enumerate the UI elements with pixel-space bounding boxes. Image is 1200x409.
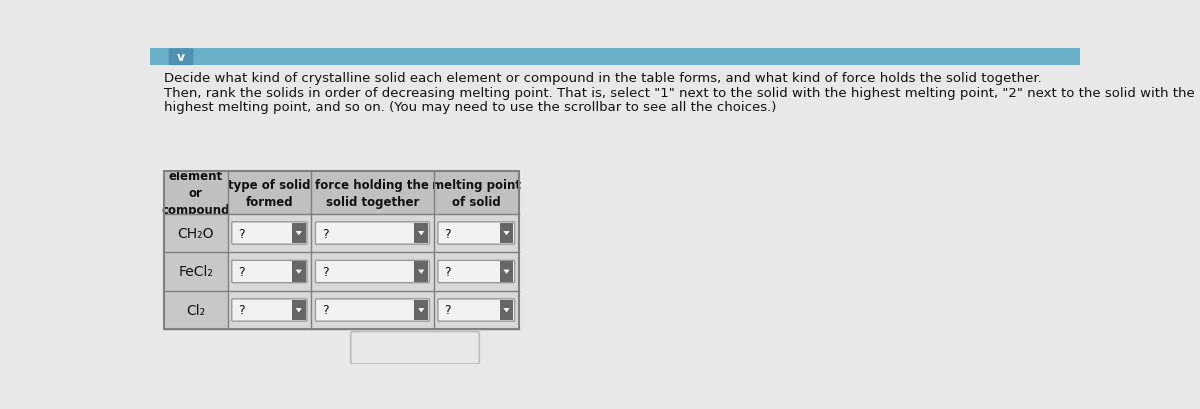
Bar [164, 172, 518, 329]
Text: highest melting point, and so on. (You may need to use the scrollbar to see all : highest melting point, and so on. (You m… [164, 101, 776, 114]
Text: melting point
of solid: melting point of solid [432, 178, 521, 208]
Text: ?: ? [444, 304, 451, 317]
FancyBboxPatch shape [168, 49, 193, 66]
Text: force holding the
solid together: force holding the solid together [316, 178, 430, 208]
Text: v: v [176, 51, 185, 64]
Polygon shape [504, 231, 510, 236]
Text: ×: × [372, 338, 389, 357]
Text: ?: ? [239, 227, 245, 240]
Bar [164, 291, 518, 329]
Bar [292, 223, 306, 243]
FancyBboxPatch shape [316, 261, 430, 283]
Bar [164, 253, 518, 291]
Text: type of solid
formed: type of solid formed [228, 178, 311, 208]
Text: Then, rank the solids in order of decreasing melting point. That is, select "1" : Then, rank the solids in order of decrea… [164, 87, 1200, 100]
Bar [414, 300, 428, 320]
FancyBboxPatch shape [438, 299, 515, 321]
Polygon shape [418, 231, 425, 236]
Text: ?: ? [322, 265, 329, 278]
Polygon shape [418, 270, 425, 274]
Polygon shape [504, 270, 510, 274]
Text: Decide what kind of crystalline solid each element or compound in the table form: Decide what kind of crystalline solid ea… [164, 72, 1042, 85]
Polygon shape [295, 308, 302, 312]
Text: element
or
compound: element or compound [162, 170, 230, 216]
Text: ?: ? [322, 304, 329, 317]
FancyBboxPatch shape [316, 299, 430, 321]
Bar [499, 300, 514, 320]
Text: FeCl₂: FeCl₂ [179, 265, 214, 279]
Bar [414, 262, 428, 282]
Bar [414, 223, 428, 243]
Bar [164, 291, 228, 329]
Polygon shape [295, 270, 302, 274]
Text: ?: ? [239, 265, 245, 278]
Text: CH₂O: CH₂O [178, 227, 214, 240]
FancyBboxPatch shape [350, 332, 479, 364]
Bar [164, 172, 518, 329]
FancyBboxPatch shape [232, 299, 307, 321]
Polygon shape [504, 308, 510, 312]
Text: ?: ? [445, 338, 455, 357]
Text: Cl₂: Cl₂ [186, 303, 205, 317]
Bar [150, 49, 1080, 66]
Bar [164, 214, 518, 253]
FancyBboxPatch shape [438, 261, 515, 283]
Text: ?: ? [322, 227, 329, 240]
FancyBboxPatch shape [232, 222, 307, 245]
Bar [499, 262, 514, 282]
FancyBboxPatch shape [438, 222, 515, 245]
Bar [292, 262, 306, 282]
Polygon shape [418, 308, 425, 312]
Polygon shape [295, 231, 302, 236]
Bar [164, 253, 228, 291]
Bar [292, 300, 306, 320]
Bar [164, 214, 228, 253]
Text: ↺: ↺ [407, 338, 424, 357]
FancyBboxPatch shape [316, 222, 430, 245]
Bar [164, 172, 518, 214]
FancyBboxPatch shape [232, 261, 307, 283]
Text: ?: ? [239, 304, 245, 317]
Text: ?: ? [444, 265, 451, 278]
Text: ?: ? [444, 227, 451, 240]
Bar [499, 223, 514, 243]
